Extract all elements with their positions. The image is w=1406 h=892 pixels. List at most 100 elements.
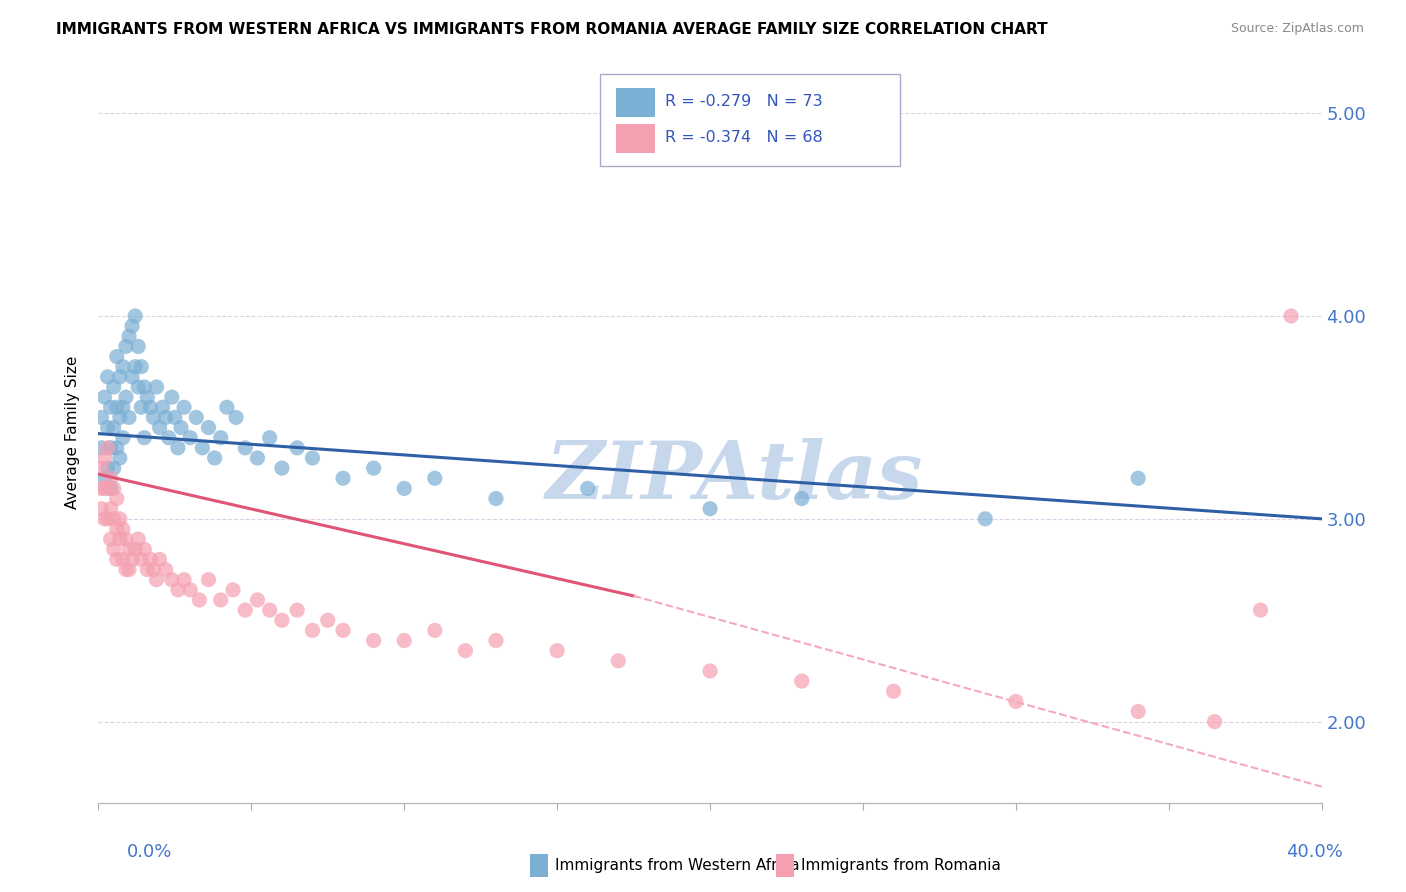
Point [108,369,131,384]
Point [111,359,134,374]
Point [105,522,128,536]
Point [149,552,172,566]
FancyBboxPatch shape [616,88,655,117]
Point [142,562,165,576]
Point [111,401,134,415]
Point [332,471,354,485]
Point [118,410,141,425]
Text: Immigrants from Romania: Immigrants from Romania [801,858,1001,872]
Point [103,542,125,557]
Point [259,431,281,445]
Point [546,643,568,657]
Point [246,593,269,607]
Point [105,491,128,506]
Point [129,359,152,374]
Point [90,482,112,496]
Point [607,654,630,668]
Point [301,624,323,638]
Point [90,410,112,425]
Point [699,664,721,678]
Point [392,633,416,648]
Text: Immigrants from Western Africa: Immigrants from Western Africa [555,858,800,872]
Point [173,401,195,415]
Point [139,552,162,566]
Point [155,562,177,576]
Point [136,390,159,404]
Point [170,420,193,434]
Point [233,441,256,455]
Point [197,420,219,434]
Point [103,420,125,434]
Point [142,410,165,425]
Point [124,359,146,374]
Point [209,593,232,607]
Point [115,532,138,546]
Point [301,450,323,465]
Point [1128,471,1150,485]
Point [100,482,122,496]
Point [225,410,247,425]
Point [197,573,219,587]
Point [485,633,508,648]
Point [108,410,131,425]
Point [103,482,125,496]
Point [129,552,152,566]
Point [974,512,997,526]
Point [105,350,128,364]
Point [163,410,186,425]
Point [285,603,308,617]
Point [108,450,131,465]
Point [127,532,149,546]
Point [145,573,167,587]
Point [121,369,143,384]
Point [90,441,112,455]
Point [188,593,211,607]
Point [167,441,190,455]
Point [134,380,156,394]
Point [145,380,167,394]
Text: 0.0%: 0.0% [127,843,172,861]
Point [97,441,120,455]
Point [100,501,122,516]
Point [103,380,125,394]
Point [167,582,190,597]
Point [423,624,446,638]
Point [576,482,599,496]
Point [111,431,134,445]
Point [1004,694,1026,708]
Point [93,512,115,526]
Point [97,461,120,475]
Point [160,390,183,404]
Point [93,482,115,496]
FancyBboxPatch shape [616,124,655,153]
Point [118,562,141,576]
Text: IMMIGRANTS FROM WESTERN AFRICA VS IMMIGRANTS FROM ROMANIA AVERAGE FAMILY SIZE CO: IMMIGRANTS FROM WESTERN AFRICA VS IMMIGR… [56,22,1047,37]
Point [129,401,152,415]
Point [1249,603,1271,617]
Point [127,339,149,353]
Point [160,573,183,587]
Point [108,512,131,526]
Point [97,512,120,526]
Point [332,624,354,638]
Point [152,401,174,415]
Y-axis label: Average Family Size: Average Family Size [65,356,80,509]
Point [136,562,159,576]
Text: R = -0.279   N = 73: R = -0.279 N = 73 [665,95,823,109]
Point [97,369,120,384]
Point [108,532,131,546]
Text: R = -0.374   N = 68: R = -0.374 N = 68 [665,129,823,145]
FancyBboxPatch shape [600,73,900,166]
Point [157,431,180,445]
Point [97,482,120,496]
Point [485,491,508,506]
Point [124,309,146,323]
Point [790,674,813,689]
Point [179,582,201,597]
Point [285,441,308,455]
Point [100,401,122,415]
Point [124,542,146,557]
Point [115,339,138,353]
Point [215,401,238,415]
Point [423,471,446,485]
